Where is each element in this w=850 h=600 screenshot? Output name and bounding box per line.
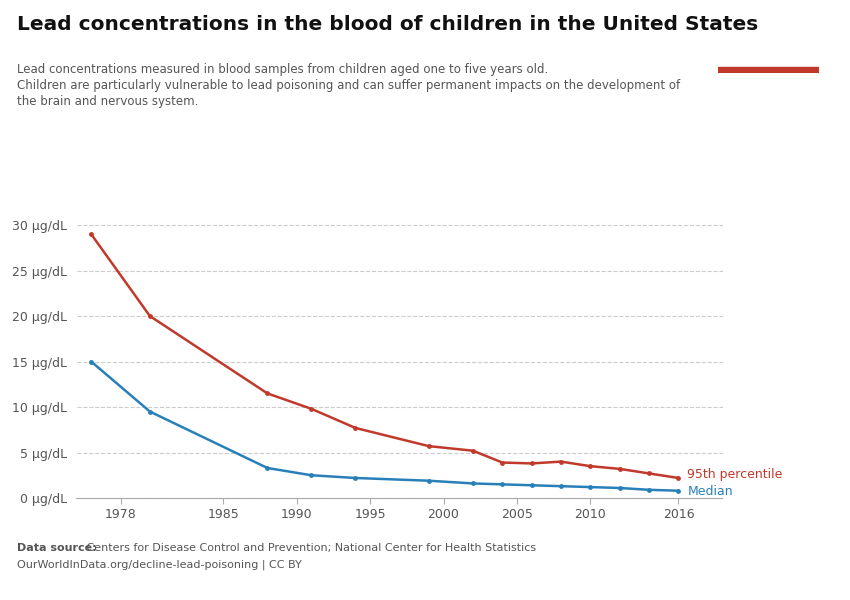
Text: the brain and nervous system.: the brain and nervous system.: [17, 95, 198, 109]
Text: Centers for Disease Control and Prevention; National Center for Health Statistic: Centers for Disease Control and Preventi…: [83, 543, 536, 553]
Text: OurWorldInData.org/decline-lead-poisoning | CC BY: OurWorldInData.org/decline-lead-poisonin…: [17, 559, 302, 570]
Text: Our World
in Data: Our World in Data: [737, 29, 800, 53]
Text: Lead concentrations in the blood of children in the United States: Lead concentrations in the blood of chil…: [17, 15, 758, 34]
Text: 95th percentile: 95th percentile: [688, 468, 783, 481]
Text: Median: Median: [688, 485, 733, 498]
Text: Lead concentrations measured in blood samples from children aged one to five yea: Lead concentrations measured in blood sa…: [17, 63, 548, 76]
Text: Data source:: Data source:: [17, 543, 97, 553]
Bar: [718, 67, 819, 73]
Text: Children are particularly vulnerable to lead poisoning and can suffer permanent : Children are particularly vulnerable to …: [17, 79, 680, 92]
